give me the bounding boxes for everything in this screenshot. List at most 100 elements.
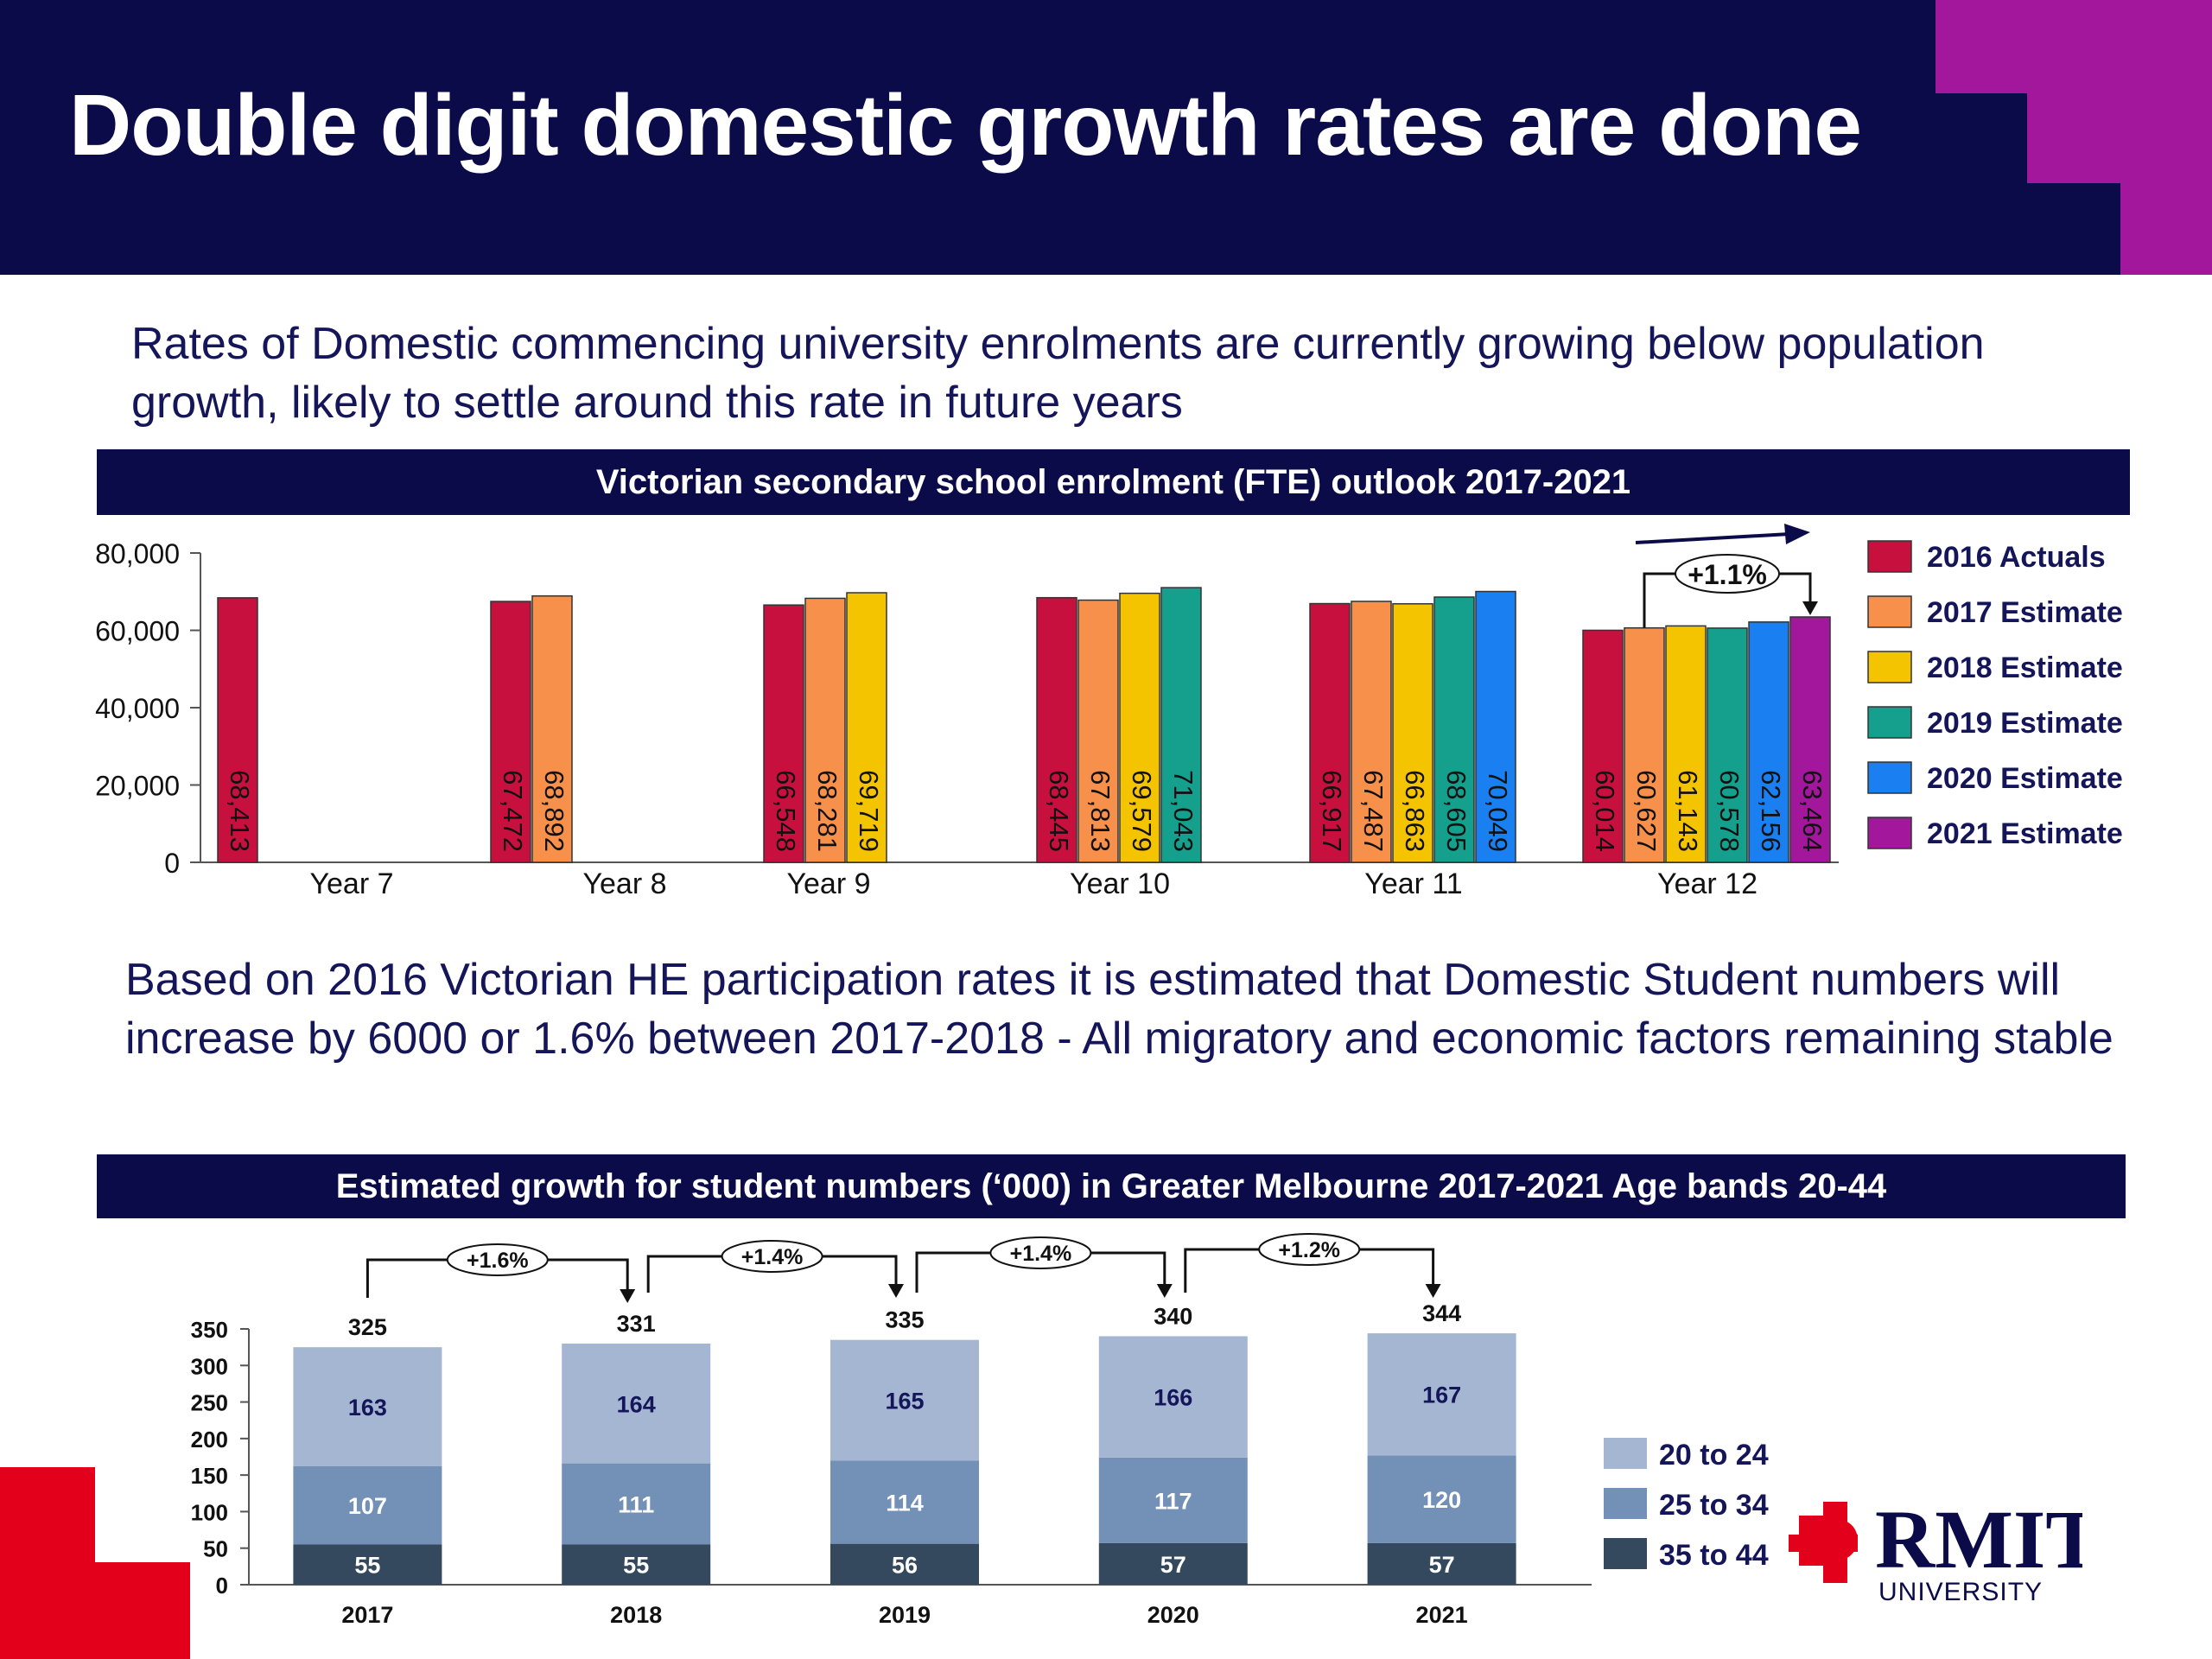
bar-data-label: 63,464: [1797, 770, 1827, 852]
segment-data-label: 117: [1154, 1488, 1192, 1514]
segment-data-label: 107: [348, 1493, 387, 1519]
stacked-bar-segment: [293, 1544, 442, 1585]
x-category-label: Year 9: [786, 868, 870, 900]
segment-data-label: 55: [623, 1553, 649, 1579]
segment-data-label: 57: [1429, 1552, 1455, 1578]
legend-label: 25 to 34: [1659, 1489, 1769, 1522]
legend-swatch: [1604, 1488, 1647, 1519]
bar-data-label: 69,579: [1127, 770, 1157, 852]
stacked-bar-segment: [562, 1544, 711, 1585]
bar: [217, 597, 258, 863]
bar-data-label: 66,863: [1400, 770, 1430, 852]
legend-swatch: [1604, 1538, 1647, 1569]
y-tick-label: 150: [191, 1463, 228, 1489]
chart1-title: Victorian secondary school enrolment (FT…: [97, 449, 2130, 515]
bar-data-label: 60,627: [1631, 770, 1662, 852]
chart2-title: Estimated growth for student numbers (‘0…: [97, 1154, 2126, 1218]
annotation-bracket: [1643, 572, 1812, 628]
arrowhead-icon: [1425, 1284, 1441, 1298]
bracket-line: [365, 1258, 629, 1298]
arrowhead-icon: [620, 1289, 636, 1303]
segment-data-label: 163: [348, 1395, 387, 1421]
growth-oval: [989, 1236, 1092, 1269]
segment-data-label: 164: [617, 1391, 656, 1417]
bar: [1789, 616, 1831, 863]
bar: [1351, 601, 1392, 863]
legend-swatch: [1867, 706, 1912, 739]
bar: [1475, 590, 1516, 863]
bar-data-label: 62,156: [1756, 770, 1786, 852]
bar-data-label: 61,143: [1673, 770, 1703, 852]
segment-data-label: 167: [1422, 1382, 1461, 1408]
y-tick-label: 0: [216, 1573, 228, 1599]
x-category-label: 2018: [610, 1602, 662, 1628]
stacked-bar-segment: [293, 1465, 442, 1545]
bar: [763, 604, 804, 863]
bar: [804, 597, 846, 863]
bar-data-label: 69,719: [854, 770, 884, 852]
stacked-bar-segment: [1098, 1542, 1248, 1585]
total-label: 340: [1154, 1303, 1192, 1329]
growth-label: +1.6%: [467, 1249, 529, 1273]
legend-label: 2020 Estimate: [1927, 762, 2123, 795]
y-tick-label: 50: [203, 1536, 228, 1562]
arrowhead-icon: [1156, 1284, 1173, 1298]
rmit-logo: RMIT UNIVERSITY: [1789, 1493, 2082, 1606]
legend-swatch: [1867, 817, 1912, 849]
bracket-line: [1184, 1248, 1435, 1293]
slide-title: Double digit domestic growth rates are d…: [69, 77, 1862, 174]
legend-swatch: [1604, 1438, 1647, 1469]
bar: [1077, 599, 1119, 863]
bar: [1624, 626, 1665, 863]
segment-data-label: 56: [892, 1552, 918, 1578]
growth-oval: [446, 1243, 549, 1276]
x-category-label: Year 7: [309, 868, 393, 900]
growth-label: +1.4%: [741, 1245, 804, 1269]
stacked-bar-segment: [1098, 1457, 1248, 1543]
bar: [846, 592, 887, 863]
legend-label: 2017 Estimate: [1927, 596, 2123, 629]
bar: [1160, 587, 1202, 863]
bar: [531, 594, 573, 863]
bar: [1707, 627, 1748, 863]
segment-data-label: 111: [618, 1492, 654, 1518]
bar-data-label: 68,413: [225, 770, 255, 852]
title-bar: [0, 0, 2120, 275]
bar-data-label: 67,813: [1085, 770, 1116, 852]
segment-data-label: 120: [1422, 1487, 1461, 1513]
stacked-bar-segment: [1367, 1455, 1516, 1543]
trend-arrow-icon: [1784, 524, 1810, 544]
growth-label: +1.4%: [1010, 1242, 1072, 1266]
legend-label: 2018 Estimate: [1927, 652, 2123, 684]
legend-swatch: [1867, 761, 1912, 794]
legend-label: 20 to 24: [1659, 1439, 1769, 1471]
stacked-bar-segment: [562, 1343, 711, 1464]
y-tick-label: 60,000: [95, 616, 180, 647]
bar-data-label: 67,487: [1358, 770, 1389, 852]
x-category-label: Year 10: [1070, 868, 1170, 900]
y-tick-label: 40,000: [95, 693, 180, 724]
y-tick-label: 350: [191, 1317, 228, 1343]
growth-annotation: +1.1%: [1635, 524, 1818, 628]
bar-data-label: 67,472: [498, 770, 528, 852]
growth-bracket: +1.6%: [365, 1243, 636, 1303]
bar-data-label: 68,445: [1044, 770, 1074, 852]
bar: [1748, 621, 1789, 863]
total-label: 344: [1422, 1300, 1461, 1326]
magenta-accent-shape: [1936, 0, 2212, 275]
x-category-label: 2020: [1147, 1602, 1199, 1628]
segment-data-label: 57: [1160, 1552, 1186, 1578]
legend-swatch: [1867, 651, 1912, 683]
bar: [1433, 596, 1475, 863]
legend-label: 2021 Estimate: [1927, 817, 2123, 850]
stacked-bar-segment: [293, 1347, 442, 1466]
y-tick-label: 300: [191, 1353, 228, 1379]
bar-data-label: 66,548: [771, 770, 801, 852]
stacked-bar-segment: [1098, 1336, 1248, 1458]
intro-paragraph: Rates of Domestic commencing university …: [131, 319, 1985, 428]
growth-paragraph: Based on 2016 Victorian HE participation…: [125, 955, 2113, 1064]
growth-bracket: +1.4%: [646, 1240, 904, 1298]
x-category-label: Year 12: [1657, 868, 1758, 900]
bar-data-label: 60,014: [1590, 770, 1620, 852]
legend-swatch: [1867, 540, 1912, 573]
